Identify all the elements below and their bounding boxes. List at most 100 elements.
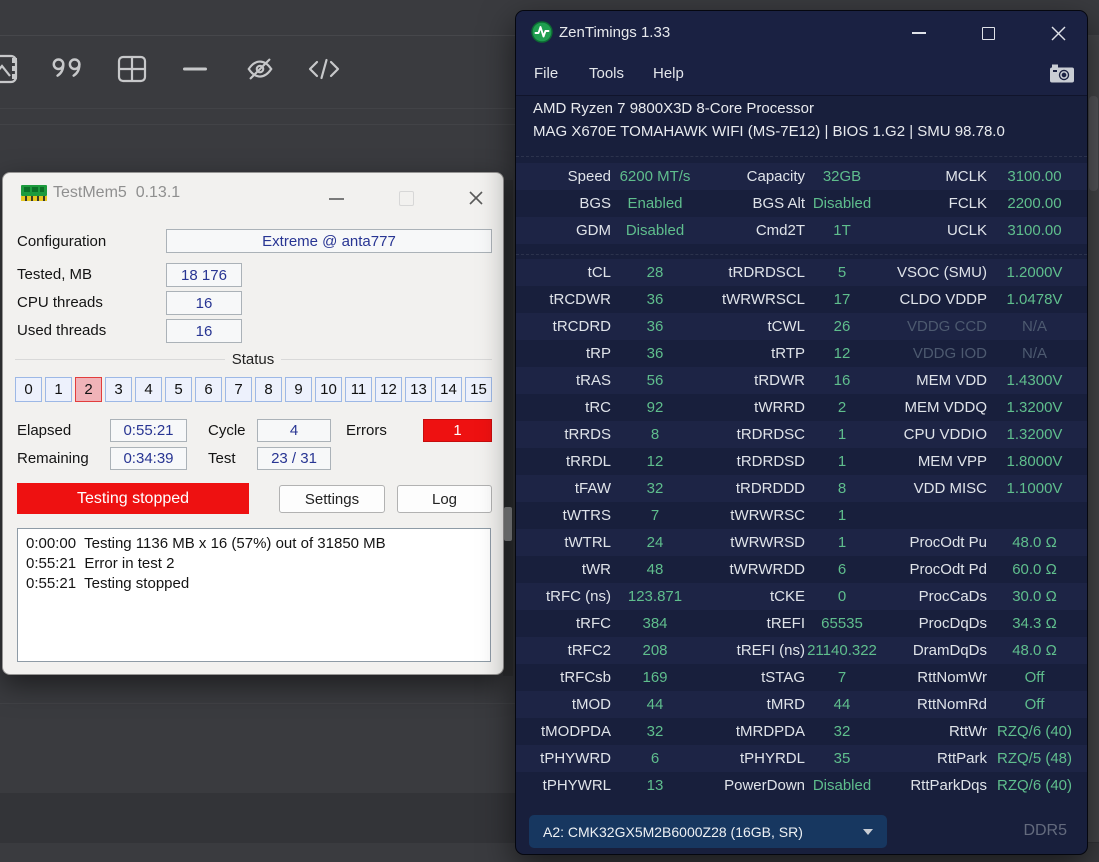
timing-row: tCL 28 tRDRDSCL 5 VSOC (SMU) 1.2000V (516, 259, 1087, 286)
timing-label: RttNomWr (917, 669, 987, 686)
timing-value: 60.0 Ω (1012, 561, 1057, 578)
timing-row: tRFC 384 tREFI 65535 ProcDqDs 34.3 Ω (516, 610, 1087, 637)
timing-row: tRFC (ns) 123.871 tCKE 0 ProcCaDs 30.0 Ω (516, 583, 1087, 610)
elapsed-field[interactable]: 0:55:21 (110, 419, 187, 442)
log-line: 0:55:21 Testing stopped (26, 575, 190, 592)
status-cell-11: 11 (345, 377, 372, 402)
configuration-field[interactable]: Extreme @ anta777 (166, 229, 492, 253)
cycle-field[interactable]: 4 (257, 419, 331, 442)
timing-label: ProcDqDs (918, 615, 987, 632)
status-cell-4: 4 (135, 377, 162, 402)
table-icon[interactable] (114, 50, 150, 88)
timing-label: PowerDown (724, 777, 805, 794)
timing-value: 1.3200V (1006, 399, 1063, 416)
quote-icon[interactable] (50, 50, 86, 88)
timing-label: tRAS (575, 372, 611, 389)
editor-scrollbar-thumb[interactable] (504, 507, 512, 541)
timing-label: tSTAG (761, 669, 805, 686)
timing-label: UCLK (946, 222, 987, 239)
log-button[interactable]: Log (397, 485, 492, 513)
timing-value: 16 (833, 372, 851, 389)
timing-row: tWTRL 24 tWRWRSD 1 ProcOdt Pu 48.0 Ω (516, 529, 1087, 556)
menu-help[interactable]: Help (653, 65, 684, 82)
timing-row: tRCDWR 36 tWRWRSCL 17 CLDO VDDP 1.0478V (516, 286, 1087, 313)
timing-label: tMRD (766, 696, 805, 713)
timing-value: 35 (833, 750, 851, 767)
timing-value: 6 (837, 561, 847, 578)
timing-label: VSOC (SMU) (897, 264, 987, 281)
cpu-name: AMD Ryzen 7 9800X3D 8-Core Processor (533, 100, 814, 117)
section-divider (516, 254, 1087, 255)
timing-value: 36 (646, 291, 664, 308)
timing-value: 0 (837, 588, 847, 605)
horizontal-rule-icon[interactable] (178, 50, 214, 88)
timing-label: tREFI (766, 615, 805, 632)
bg-scrollbar-thumb[interactable] (1089, 96, 1098, 191)
maximize-button[interactable] (971, 11, 1005, 55)
zentimings-window: ZenTimings 1.33 File Tools Help (515, 10, 1088, 855)
eye-off-icon[interactable] (242, 50, 278, 88)
remaining-field[interactable]: 0:34:39 (110, 447, 187, 470)
timing-label: ProcOdt Pu (909, 534, 987, 551)
testing-stopped-banner: Testing stopped (17, 483, 249, 514)
test-field[interactable]: 23 / 31 (257, 447, 331, 470)
timing-value: 7 (650, 507, 660, 524)
timing-value: 13 (646, 777, 664, 794)
cpu-threads-field[interactable]: 16 (166, 291, 242, 315)
status-cell-10: 10 (315, 377, 342, 402)
timing-value: 1 (837, 426, 847, 443)
screenshot-camera-icon[interactable] (1049, 63, 1075, 84)
tested-mb-field[interactable]: 18 176 (166, 263, 242, 287)
timing-value: Disabled (812, 777, 872, 794)
testmem5-window: TestMem5 0.13.1 Configuration Extreme @ … (2, 172, 504, 675)
status-group-label: Status (3, 351, 503, 368)
timing-label: tRDWR (754, 372, 805, 389)
timing-label: tWRWRSC (730, 507, 805, 524)
timing-value: 92 (646, 399, 664, 416)
status-cell-5: 5 (165, 377, 192, 402)
timing-label: CLDO VDDP (899, 291, 987, 308)
timing-value: 17 (833, 291, 851, 308)
timing-value: 1.2000V (1006, 264, 1063, 281)
code-icon[interactable] (306, 50, 342, 88)
window-title: TestMem5 0.13.1 (53, 184, 181, 201)
minimize-button[interactable] (329, 198, 344, 200)
timing-label: tCKE (769, 588, 805, 605)
menu-file[interactable]: File (534, 65, 559, 82)
used-threads-field[interactable]: 16 (166, 319, 242, 343)
dram-module-select[interactable]: A2: CMK32GX5M2B6000Z28 (16GB, SR) (529, 815, 887, 848)
timing-label: tRTP (771, 345, 805, 362)
minimize-button[interactable] (902, 11, 936, 55)
timing-value: 123.871 (627, 588, 683, 605)
timing-label: RttPark (936, 750, 987, 767)
timing-row: tRC 92 tWRRD 2 MEM VDDQ 1.3200V (516, 394, 1087, 421)
timing-value: 1 (837, 507, 847, 524)
testmem5-titlebar[interactable]: TestMem5 0.13.1 (3, 173, 503, 213)
ram-stick-icon (21, 185, 47, 202)
timing-value: 6200 MT/s (619, 168, 691, 185)
timing-value: 1.4300V (1006, 372, 1063, 389)
zentimings-titlebar[interactable]: ZenTimings 1.33 (516, 11, 1087, 55)
close-icon[interactable] (467, 189, 485, 207)
timing-label: tPHYRDL (739, 750, 805, 767)
remaining-label: Remaining (17, 450, 89, 467)
timing-label: MEM VDDQ (904, 399, 988, 416)
media-icon[interactable] (0, 50, 22, 88)
settings-button[interactable]: Settings (279, 485, 385, 513)
timing-label: tRFCsb (560, 669, 611, 686)
timing-label: tPHYWRD (540, 750, 611, 767)
timing-label: RttParkDqs (910, 777, 987, 794)
timing-label: tMOD (571, 696, 611, 713)
log-output[interactable]: 0:00:00 Testing 1136 MB x 16 (57%) out o… (17, 528, 491, 662)
menu-tools[interactable]: Tools (589, 65, 625, 82)
log-line: 0:00:00 Testing 1136 MB x 16 (57%) out o… (26, 535, 386, 552)
motherboard-bios: MAG X670E TOMAHAWK WIFI (MS-7E12) | BIOS… (533, 123, 1005, 140)
timing-value: 1.3200V (1006, 426, 1063, 443)
timing-row: tMODPDA 32 tMRDPDA 32 RttWr RZQ/6 (40) (516, 718, 1087, 745)
bg-scrollbar[interactable] (1088, 36, 1099, 842)
timing-row: tRRDS 8 tRDRDSC 1 CPU VDDIO 1.3200V (516, 421, 1087, 448)
timing-label: tRRDS (564, 426, 611, 443)
close-icon[interactable] (1041, 11, 1075, 55)
editor-scrollbar[interactable] (503, 180, 513, 676)
timing-value: 32 (646, 480, 664, 497)
